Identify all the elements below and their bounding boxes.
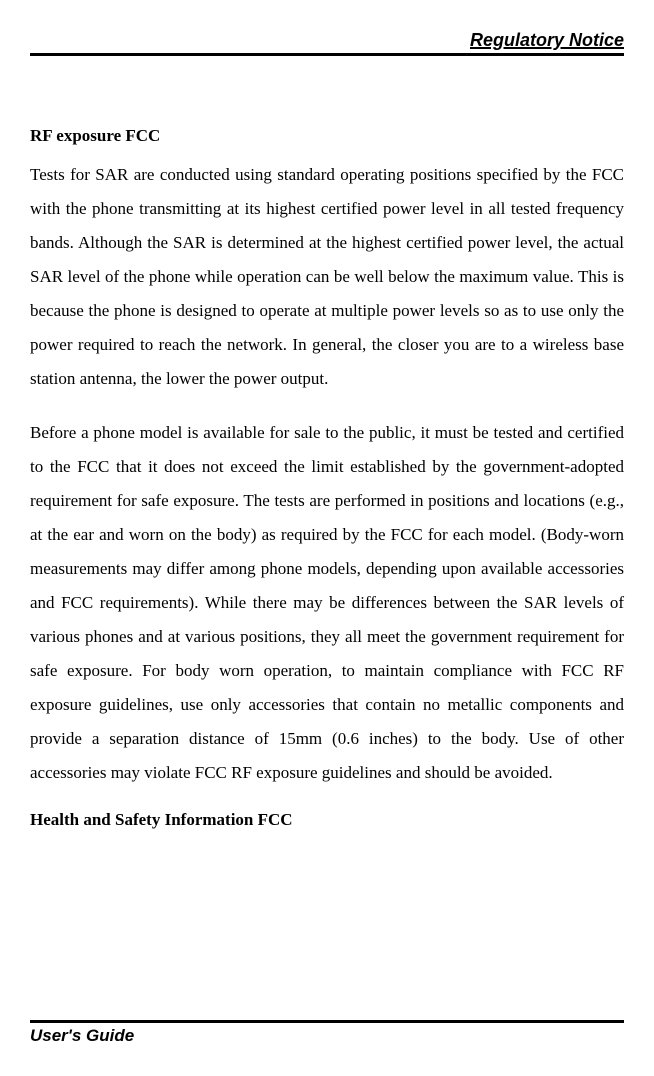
page-header: Regulatory Notice [30, 30, 624, 56]
page-footer: User's Guide [30, 1020, 624, 1046]
footer-title: User's Guide [30, 1026, 134, 1045]
section-heading-health-safety: Health and Safety Information FCC [30, 810, 624, 830]
body-paragraph-1: Tests for SAR are conducted using standa… [30, 158, 624, 396]
page-content: RF exposure FCC Tests for SAR are conduc… [30, 126, 624, 830]
body-paragraph-2: Before a phone model is available for sa… [30, 416, 624, 790]
header-title: Regulatory Notice [470, 30, 624, 50]
section-heading-rf-exposure: RF exposure FCC [30, 126, 624, 146]
